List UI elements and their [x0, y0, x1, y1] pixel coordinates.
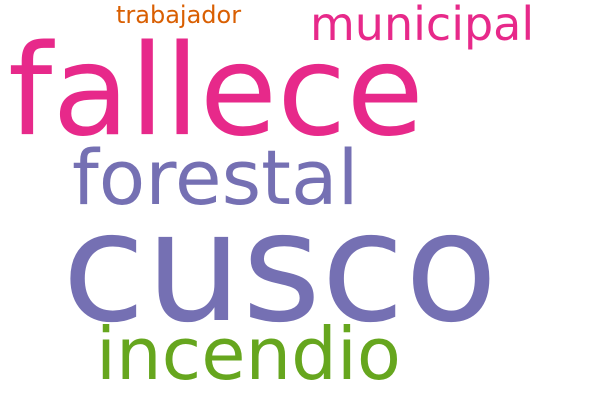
word-fallece: fallece	[8, 17, 424, 164]
word-municipal: municipal	[310, 0, 535, 51]
word-cusco: cusco	[62, 179, 498, 356]
word-trabajador: trabajador	[116, 1, 242, 29]
word-forestal: forestal	[72, 133, 359, 222]
word-incendio: incendio	[96, 312, 401, 396]
